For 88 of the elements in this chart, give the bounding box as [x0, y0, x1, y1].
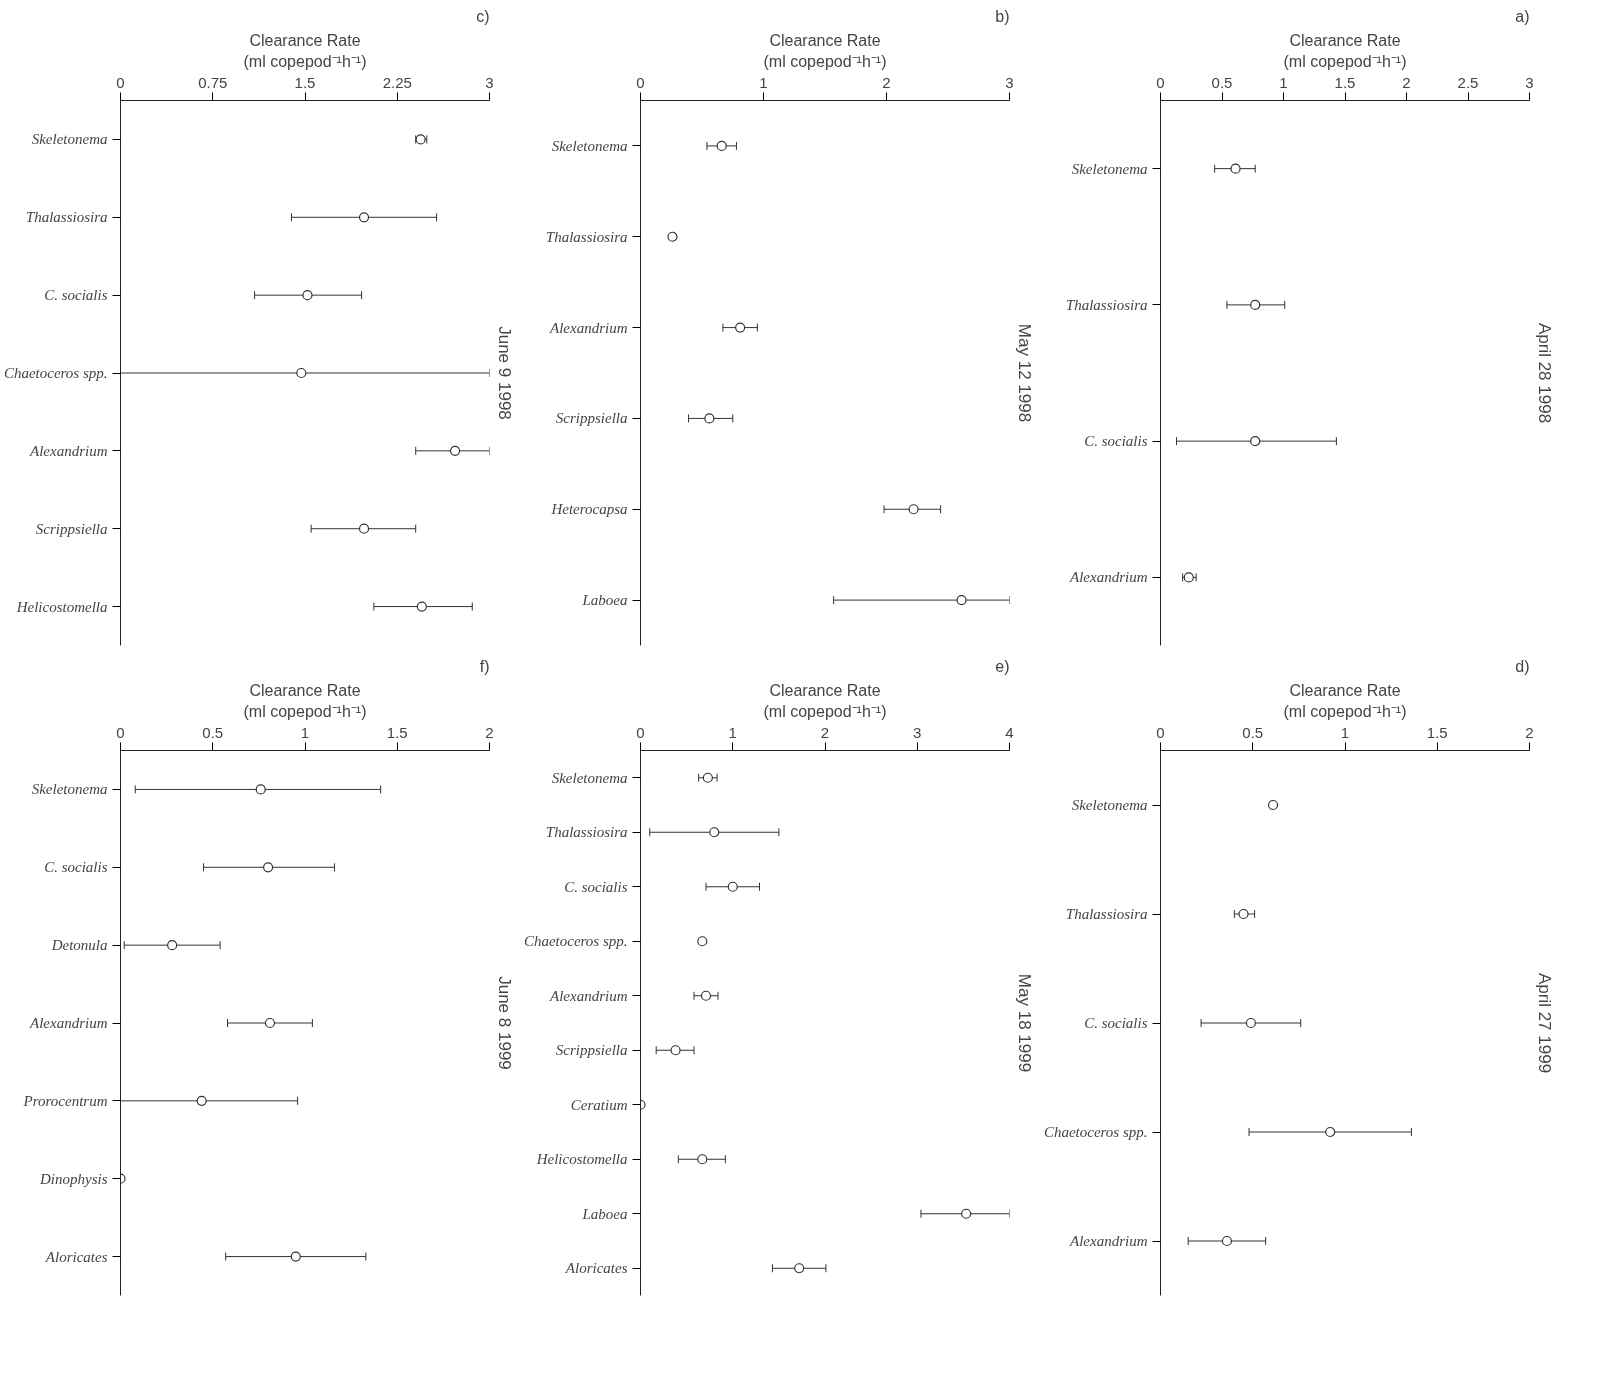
y-tick-label: C. socialis	[44, 287, 108, 304]
y-tick-label: C. socialis	[564, 878, 628, 895]
y-tick-label: Scrippsiella	[555, 1042, 628, 1059]
y-tick-label: C. socialis	[44, 859, 108, 876]
x-tick-label: 1.5	[1334, 73, 1356, 91]
x-tick-label: 2	[1525, 723, 1534, 741]
y-tick-label: Dinophysis	[39, 1170, 108, 1187]
y-tick-label: Prorocentrum	[22, 1092, 108, 1109]
x-tick-label: 4	[1005, 723, 1014, 741]
x-tick-label: 2	[1402, 73, 1411, 91]
x-tick-label: 1	[1279, 73, 1288, 91]
x-tick-label: 0	[636, 723, 645, 741]
y-tick-label: Thalassiosira	[25, 209, 108, 226]
x-tick-label: 3	[1005, 73, 1014, 91]
y-tick-label: Thalassiosira	[545, 228, 628, 245]
x-tick-label: 1	[300, 723, 310, 741]
x-tick-label: 3	[1525, 73, 1534, 91]
x-tick-label: 0	[116, 723, 125, 741]
x-tick-label: 0.75	[198, 73, 228, 91]
y-tick-label: Alexandrium	[29, 442, 108, 459]
x-tick-label: 0	[636, 73, 645, 91]
chart-title: c)	[476, 7, 490, 25]
chart-title: d)	[1515, 657, 1530, 675]
y-tick-label: Scrippsiella	[35, 520, 108, 537]
y-tick-label: Ceratium	[570, 1096, 628, 1113]
x-tick-label: 0.5	[1242, 723, 1264, 741]
x-axis-title: Clearance Rate (ml copepod⁻¹h⁻¹)	[1283, 32, 1407, 70]
x-tick-label: 0.5	[202, 723, 224, 741]
x-tick-label: 2.25	[382, 73, 412, 91]
y-tick-label: Detonula	[50, 937, 108, 954]
text: June 8 1999	[494, 976, 514, 1070]
y-tick-label: Chaetoceros spp.	[523, 933, 628, 950]
x-tick-label: 0	[116, 73, 125, 91]
y-tick-label: Skeletonema	[551, 137, 628, 154]
y-tick-label: Alexandrium	[1069, 1233, 1148, 1249]
y-tick-label: Alexandrium	[549, 319, 628, 336]
x-tick-label: 2.5	[1457, 73, 1479, 91]
y-tick-label: Thalassiosira	[1065, 906, 1148, 922]
text: May 18 1999	[1014, 973, 1034, 1073]
x-tick-label: 0	[1156, 723, 1165, 741]
y-tick-label: Scrippsiella	[555, 410, 628, 427]
x-axis-title: Clearance Rate (ml copepod⁻¹h⁻¹)	[1283, 682, 1407, 720]
x-axis-title: Clearance Rate (ml copepod⁻¹h⁻¹)	[243, 682, 367, 720]
x-tick-label: 3	[913, 723, 922, 741]
y-tick-label: Thalassiosira	[1065, 296, 1148, 313]
text: April 27 1999	[1534, 972, 1554, 1074]
y-tick-label: Helicostomella	[15, 598, 108, 615]
x-tick-label: 1	[759, 73, 768, 91]
chart-title: a)	[1515, 7, 1530, 25]
x-tick-label: 0.5	[1211, 73, 1233, 91]
y-tick-label: C. socialis	[1084, 1015, 1148, 1031]
x-tick-label: 3	[485, 73, 494, 91]
text: June 9 1998	[494, 326, 514, 420]
x-axis-title: Clearance Rate (ml copepod⁻¹h⁻¹)	[763, 682, 887, 720]
y-tick-label: Chaetoceros spp.	[1043, 1124, 1148, 1140]
x-tick-label: 2	[882, 73, 891, 91]
x-axis-title: Clearance Rate (ml copepod⁻¹h⁻¹)	[763, 32, 887, 70]
y-tick-label: Alexandrium	[549, 987, 628, 1004]
y-tick-label: Laboea	[581, 592, 628, 609]
y-tick-label: Skeletonema	[1071, 160, 1148, 177]
y-tick-label: Helicostomella	[535, 1151, 628, 1168]
chart-title: e)	[995, 657, 1010, 675]
y-tick-label: Alexandrium	[1069, 569, 1148, 586]
text: May 12 1998	[1014, 323, 1034, 423]
y-tick-label: Alexandrium	[29, 1015, 108, 1031]
y-tick-label: Laboea	[581, 1205, 628, 1222]
x-tick-label: 1	[728, 723, 737, 741]
y-tick-label: Skeletonema	[1071, 797, 1148, 813]
y-tick-label: Aloricates	[44, 1248, 108, 1265]
x-tick-label: 1.5	[1426, 723, 1448, 741]
y-tick-label: Thalassiosira	[545, 824, 628, 841]
y-tick-label: C. socialis	[1084, 433, 1148, 450]
chart-title: b)	[995, 7, 1010, 25]
y-tick-label: Skeletonema	[31, 781, 108, 798]
x-tick-label: 1.5	[386, 723, 408, 741]
y-tick-label: Aloricates	[564, 1260, 628, 1277]
x-axis-title: Clearance Rate (ml copepod⁻¹h⁻¹)	[243, 32, 367, 70]
y-tick-label: Chaetoceros spp.	[3, 365, 108, 381]
y-tick-label: Skeletonema	[31, 131, 108, 148]
chart-title: f)	[479, 657, 490, 675]
x-tick-label: 2	[820, 723, 830, 741]
x-tick-label: 2	[485, 723, 494, 741]
text: April 28 1998	[1534, 322, 1554, 424]
y-tick-label: Heterocapsa	[550, 501, 628, 518]
x-tick-label: 1	[1340, 723, 1350, 741]
x-tick-label: 1.5	[294, 73, 316, 91]
y-tick-label: Skeletonema	[551, 769, 628, 786]
x-tick-label: 0	[1156, 73, 1165, 91]
